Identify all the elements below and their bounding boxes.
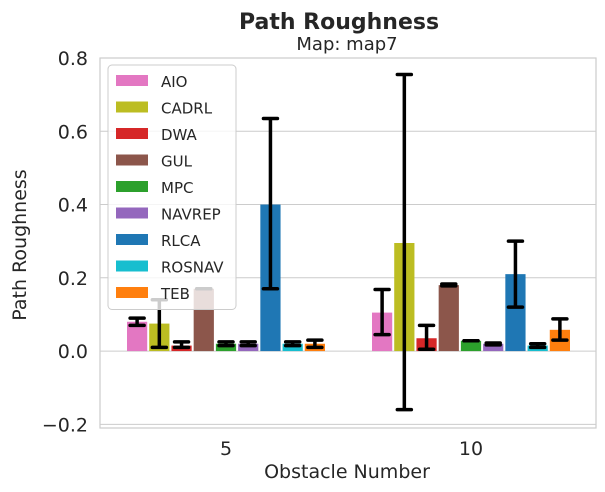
y-tick-label: −0.2 xyxy=(42,414,88,436)
tick-labels: −0.2 0.0 0.2 0.4 0.6 0.8 5 10 xyxy=(42,48,483,460)
legend-swatch xyxy=(116,128,148,139)
chart-subtitle: Map: map7 xyxy=(296,34,397,55)
bar xyxy=(238,343,259,352)
y-tick-label: 0.2 xyxy=(58,268,88,290)
bar xyxy=(505,274,526,352)
bar xyxy=(438,285,459,352)
legend-swatch xyxy=(116,101,148,113)
chart-title: Path Roughness xyxy=(239,10,439,35)
y-tick-label: 0.4 xyxy=(58,195,88,217)
legend-label: NAVREP xyxy=(161,206,221,224)
bar xyxy=(282,343,303,352)
legend-label: CADRL xyxy=(161,100,213,118)
legend-label: ROSNAV xyxy=(161,259,224,277)
legend-swatch xyxy=(116,234,148,245)
legend: AIO CADRL DWA GUL MPC NAVREP RLCA ROSNAV TEB xyxy=(107,64,237,310)
y-axis-label: Path Roughness xyxy=(9,169,31,320)
plot-area-frame xyxy=(99,57,597,429)
y-tick-label: 0.6 xyxy=(58,121,88,143)
legend-swatch xyxy=(116,207,148,219)
legend-label: RLCA xyxy=(161,232,201,250)
legend-box xyxy=(107,64,237,310)
legend-swatch xyxy=(116,260,148,272)
bar xyxy=(460,340,482,352)
legend-swatch xyxy=(116,75,148,86)
legend-label: AIO xyxy=(161,73,188,91)
legend-swatch xyxy=(116,287,148,298)
bar xyxy=(215,343,237,352)
y-tick-label: 0.8 xyxy=(58,48,88,70)
legend-swatch xyxy=(116,181,148,192)
x-axis-label: Obstacle Number xyxy=(264,461,430,483)
bar xyxy=(483,343,504,352)
legend-label: MPC xyxy=(161,179,193,197)
legend-label: DWA xyxy=(161,126,198,144)
bar xyxy=(127,321,148,352)
y-tick-label: 0.0 xyxy=(58,341,88,363)
legend-label: TEB xyxy=(160,285,190,303)
x-tick-label: 10 xyxy=(459,438,483,460)
legend-label: GUL xyxy=(161,153,193,171)
legend-swatch xyxy=(116,154,148,166)
x-tick-label: 5 xyxy=(220,438,232,460)
